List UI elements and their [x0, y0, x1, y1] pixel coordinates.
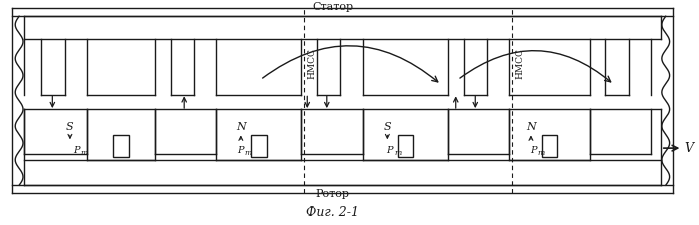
Text: Ротор: Ротор — [316, 189, 350, 199]
Text: Фиг. 2-1: Фиг. 2-1 — [306, 206, 359, 219]
Bar — [251, 135, 267, 157]
Text: m: m — [538, 149, 545, 157]
Bar — [398, 135, 413, 157]
Text: m: m — [80, 149, 88, 157]
Text: НМСС: НМСС — [308, 48, 316, 79]
Text: Статор: Статор — [312, 2, 353, 12]
Text: m: m — [394, 149, 401, 157]
Text: S: S — [384, 122, 391, 132]
Text: НМСС: НМСС — [515, 48, 524, 79]
Text: P: P — [530, 146, 536, 155]
Text: P: P — [237, 146, 243, 155]
Text: m: m — [245, 149, 252, 157]
Text: N: N — [526, 122, 536, 132]
Text: V: V — [684, 142, 693, 155]
Text: N: N — [236, 122, 246, 132]
Text: S: S — [66, 122, 73, 132]
Bar — [542, 135, 557, 157]
Text: P: P — [73, 146, 80, 155]
Bar — [113, 135, 129, 157]
Text: P: P — [387, 146, 393, 155]
